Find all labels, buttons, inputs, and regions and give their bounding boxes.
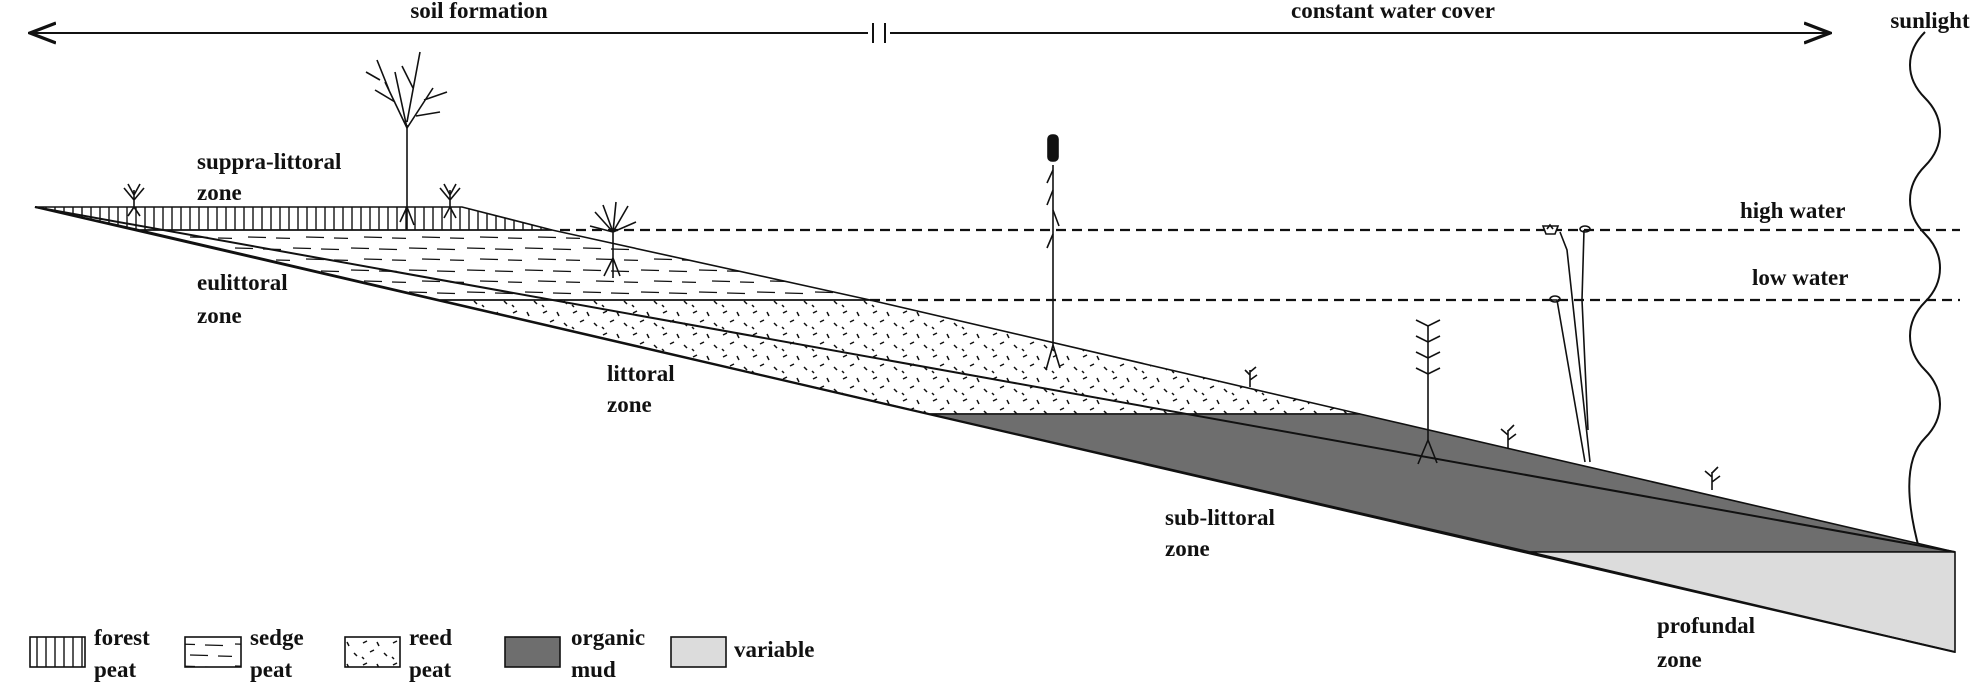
high-water-label: high water — [1740, 198, 1845, 223]
constant-water-cover-label: constant water cover — [1291, 0, 1495, 23]
legend-item-organic-mud: organic mud — [504, 625, 645, 682]
sub-littoral-zone-label-2: zone — [1165, 536, 1210, 561]
organic-mud-swatch — [504, 636, 561, 668]
suppra-littoral-zone-label-2: zone — [197, 180, 242, 205]
water-lily-icon — [1541, 223, 1591, 463]
plants — [123, 51, 1721, 490]
legend-label-reed: reed — [409, 625, 452, 650]
legend-label-variable: variable — [734, 637, 815, 662]
top-arrows: soil formation constant water cover sunl… — [30, 0, 1970, 43]
grass-icon-1 — [123, 183, 145, 217]
small-plant-icon-2 — [1500, 424, 1517, 449]
forest-peat-swatch — [29, 636, 86, 668]
cattail-icon — [1045, 134, 1061, 371]
small-plant-icon-3 — [1704, 466, 1721, 490]
forest-peat-layer — [34, 206, 553, 231]
legend-label-reed-2: peat — [409, 657, 452, 682]
organic-mud-layer — [929, 413, 1956, 553]
littoral-zone-label: littoral — [607, 361, 675, 386]
sub-littoral-zone-label: sub-littoral — [1165, 505, 1275, 530]
variable-swatch — [670, 636, 727, 668]
profundal-zone-label-2: zone — [1657, 647, 1702, 672]
legend-label-organic: organic — [571, 625, 645, 650]
legend-item-sedge-peat: sedge peat — [184, 625, 304, 682]
sediment-layers — [34, 206, 1956, 654]
reed-peat-layer — [439, 299, 1361, 415]
legend-label-sedge: sedge — [250, 625, 304, 650]
pondweed-icon — [1415, 319, 1441, 465]
reed-peat-swatch — [344, 636, 401, 668]
low-water-label: low water — [1752, 265, 1848, 290]
small-plant-icon-1 — [1244, 366, 1258, 387]
legend-label-organic-2: mud — [571, 657, 616, 682]
soil-formation-label: soil formation — [410, 0, 548, 23]
lake-bottom-line — [34, 206, 1956, 653]
eulittoral-zone-label-2: zone — [197, 303, 242, 328]
littoral-zone-label-2: zone — [607, 392, 652, 417]
lake-surface-profile — [34, 206, 1956, 553]
legend-label-forest-2: peat — [94, 657, 137, 682]
eulittoral-zone-label: eulittoral — [197, 270, 288, 295]
zone-labels: suppra-littoral zone eulittoral zone lit… — [197, 149, 1755, 672]
sunlight-wave — [1908, 31, 1941, 553]
suppra-littoral-zone-label: suppra-littoral — [197, 149, 341, 174]
legend-item-variable: variable — [670, 636, 815, 668]
sedge-plant-icon — [589, 201, 637, 278]
legend-label-sedge-2: peat — [250, 657, 293, 682]
sedge-peat-swatch — [184, 636, 242, 668]
grass-icon-2 — [439, 183, 461, 219]
sunlight-label: sunlight — [1890, 8, 1970, 33]
profundal-zone-label: profundal — [1657, 613, 1755, 638]
tree-icon — [365, 51, 448, 230]
legend-label-forest: forest — [94, 625, 150, 650]
legend-item-forest-peat: forest peat — [29, 625, 150, 682]
legend: forest peat sedge peat reed peat organic… — [29, 625, 815, 682]
legend-item-reed-peat: reed peat — [344, 625, 452, 682]
